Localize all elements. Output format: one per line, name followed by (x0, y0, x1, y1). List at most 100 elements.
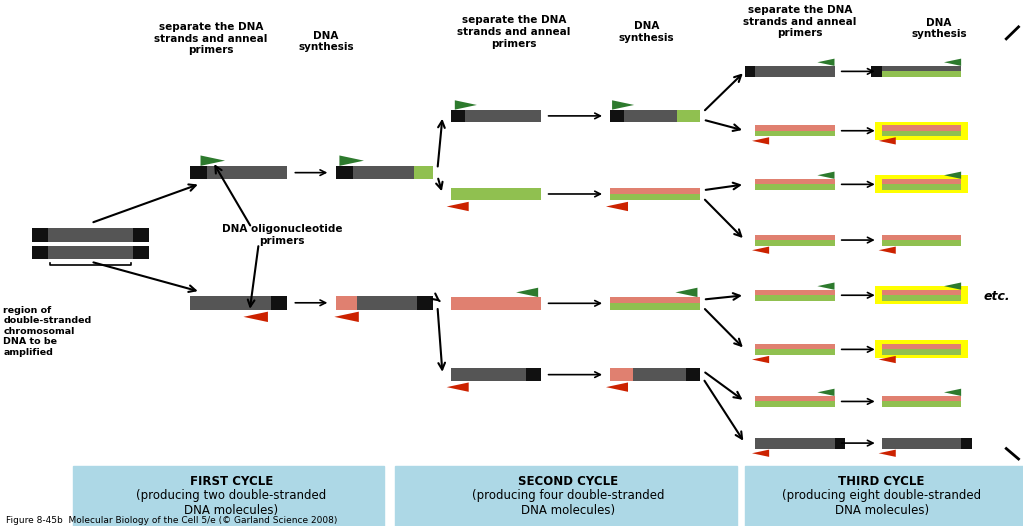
Bar (336, 296, 356, 309)
Bar (32, 252, 48, 259)
Bar (755, 240, 835, 246)
Bar (465, 110, 541, 122)
Bar (451, 368, 526, 381)
Bar (755, 437, 835, 443)
Bar (133, 235, 150, 242)
Bar (882, 240, 962, 246)
Polygon shape (676, 288, 697, 297)
Text: Figure 8-45b  Molecular Biology of the Cell 5/e (© Garland Science 2008): Figure 8-45b Molecular Biology of the Ce… (6, 515, 338, 524)
Text: separate the DNA
strands and anneal
primers: separate the DNA strands and anneal prim… (743, 5, 857, 38)
Bar (610, 297, 700, 304)
Text: DNA molecules): DNA molecules) (184, 504, 279, 517)
Bar (755, 184, 835, 190)
Bar (744, 466, 1024, 525)
Polygon shape (606, 202, 628, 211)
Bar (744, 66, 755, 77)
Polygon shape (944, 172, 962, 179)
Text: DNA
synthesis: DNA synthesis (911, 17, 967, 39)
Bar (207, 166, 288, 179)
Bar (755, 66, 835, 71)
Polygon shape (446, 383, 469, 392)
Bar (882, 349, 962, 355)
Polygon shape (879, 356, 896, 363)
Bar (882, 290, 962, 295)
Bar (451, 297, 541, 309)
Text: DNA molecules): DNA molecules) (835, 504, 929, 517)
Text: DNA oligonucleotide
primers: DNA oligonucleotide primers (222, 225, 342, 246)
Polygon shape (606, 383, 628, 392)
Polygon shape (944, 389, 962, 396)
Bar (678, 110, 700, 122)
Polygon shape (944, 282, 962, 290)
Bar (755, 344, 835, 349)
Bar (755, 402, 835, 407)
Bar (755, 290, 835, 295)
Polygon shape (752, 137, 769, 144)
Bar (874, 175, 969, 193)
Bar (190, 166, 207, 179)
Bar (882, 396, 962, 402)
Text: FIRST CYCLE: FIRST CYCLE (189, 475, 272, 488)
Polygon shape (817, 172, 835, 179)
Bar (882, 125, 962, 131)
Bar (874, 340, 969, 358)
Text: DNA
synthesis: DNA synthesis (618, 21, 675, 43)
Polygon shape (817, 58, 835, 66)
Bar (526, 368, 541, 381)
Bar (352, 166, 414, 179)
Bar (48, 235, 133, 242)
Bar (755, 71, 835, 77)
Bar (73, 466, 384, 525)
Bar (32, 246, 48, 252)
Bar (882, 131, 962, 136)
Bar (755, 131, 835, 136)
Bar (356, 296, 417, 309)
Polygon shape (879, 450, 896, 457)
Bar (610, 188, 700, 194)
Bar (755, 295, 835, 301)
Bar (755, 443, 835, 448)
Bar (451, 110, 465, 122)
Bar (610, 110, 625, 122)
Polygon shape (817, 282, 835, 290)
Polygon shape (446, 202, 469, 211)
Bar (417, 296, 433, 309)
Polygon shape (879, 137, 896, 144)
Text: region of
double-stranded
chromosomal
DNA to be
amplified: region of double-stranded chromosomal DN… (3, 306, 92, 356)
Bar (414, 166, 433, 179)
Text: THIRD CYCLE: THIRD CYCLE (839, 475, 925, 488)
Bar (871, 66, 882, 77)
Bar (32, 228, 48, 235)
Bar (882, 344, 962, 349)
Bar (962, 437, 972, 448)
Bar (882, 66, 962, 71)
Bar (755, 349, 835, 355)
Polygon shape (944, 58, 962, 66)
Polygon shape (516, 288, 539, 297)
Bar (32, 235, 48, 242)
Text: (producing four double-stranded: (producing four double-stranded (472, 490, 665, 502)
Bar (882, 402, 962, 407)
Text: (producing eight double-stranded: (producing eight double-stranded (782, 490, 981, 502)
Bar (133, 252, 150, 259)
Text: (producing two double-stranded: (producing two double-stranded (136, 490, 327, 502)
Bar (48, 252, 133, 259)
Bar (610, 194, 700, 200)
Bar (755, 396, 835, 402)
Bar (610, 368, 633, 381)
Bar (882, 184, 962, 190)
Bar (755, 235, 835, 240)
Text: DNA
synthesis: DNA synthesis (298, 31, 354, 52)
Bar (48, 228, 133, 235)
Polygon shape (752, 356, 769, 363)
Text: separate the DNA
strands and anneal
primers: separate the DNA strands and anneal prim… (154, 22, 267, 55)
Bar (625, 110, 678, 122)
Polygon shape (612, 100, 634, 110)
Polygon shape (339, 155, 364, 166)
Bar (451, 188, 541, 200)
Bar (874, 286, 969, 305)
Bar (48, 246, 133, 252)
Bar (633, 368, 686, 381)
Bar (882, 437, 962, 443)
Bar (336, 166, 352, 179)
